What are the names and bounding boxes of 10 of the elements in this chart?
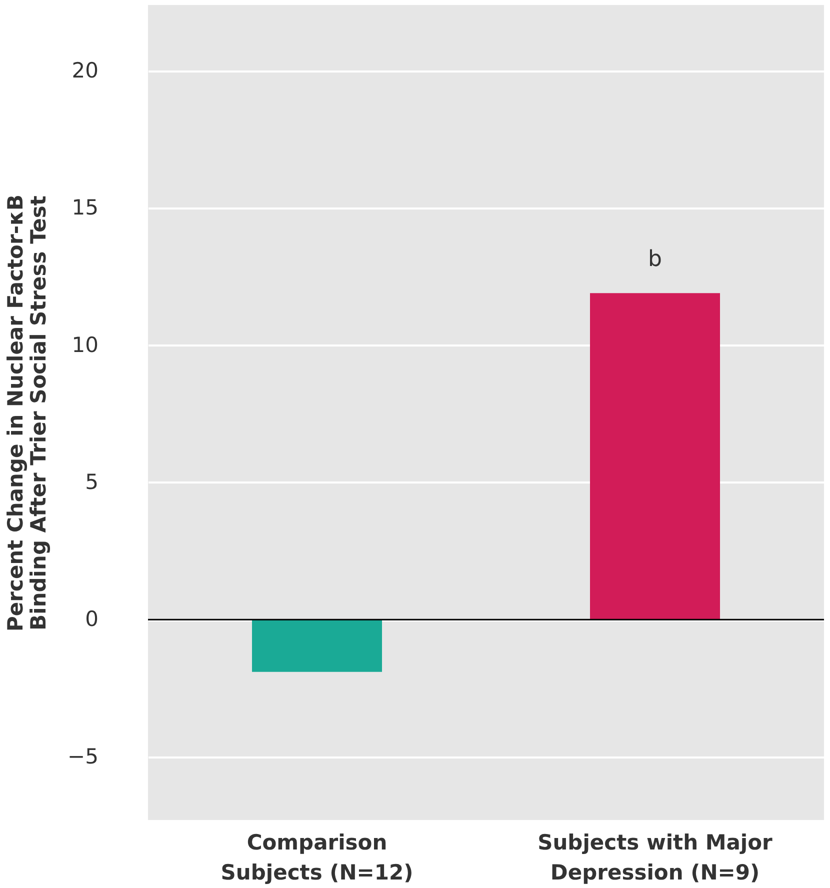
y-tick-label: −5 [68, 744, 98, 768]
y-tick-label: 20 [72, 58, 98, 82]
y-tick-label: 5 [85, 470, 98, 494]
y-tick-label: 10 [72, 332, 98, 357]
y-tick-label: 0 [85, 607, 98, 632]
y-axis-title: Percent Change in Nuclear Factor-κB Binding After Trier Social Stress Test [4, 194, 51, 632]
annotation: b [648, 247, 662, 272]
y-tick-label: 15 [72, 196, 98, 220]
x-tick-label: Comparison Subjects (N=12) [220, 830, 414, 884]
x-tick-label: Subjects with Major Depression (N=9) [538, 830, 774, 884]
